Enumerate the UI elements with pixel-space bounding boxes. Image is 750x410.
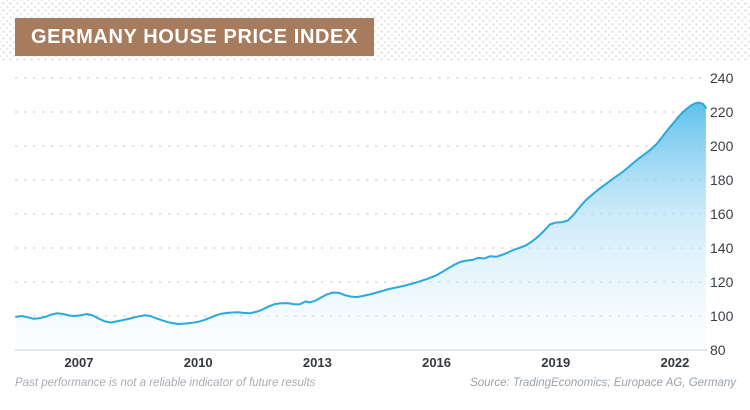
y-tick-label-160: 160 xyxy=(710,206,734,222)
chart-title: GERMANY HOUSE PRICE INDEX xyxy=(31,25,358,48)
disclaimer-text: Past performance is not a reliable indic… xyxy=(15,377,316,389)
x-tick-label-2016: 2016 xyxy=(422,355,452,370)
y-tick-label-180: 180 xyxy=(710,172,734,188)
y-tick-label-240: 240 xyxy=(710,70,734,86)
series-line xyxy=(15,101,707,325)
y-tick-label-100: 100 xyxy=(710,308,734,324)
chart-title-box: GERMANY HOUSE PRICE INDEX xyxy=(15,18,374,56)
x-tick-label-2010: 2010 xyxy=(183,355,213,370)
series-area-fill xyxy=(16,102,706,350)
y-tick-label-220: 220 xyxy=(710,104,734,120)
y-tick-label-120: 120 xyxy=(710,274,734,290)
y-tick-label-80: 80 xyxy=(710,342,726,358)
y-tick-label-140: 140 xyxy=(710,240,734,256)
y-tick-label-200: 200 xyxy=(710,138,734,154)
source-text: Source: TradingEconomics; Europace AG, G… xyxy=(470,377,736,389)
x-tick-label-2022: 2022 xyxy=(660,355,690,370)
x-tick-label-2019: 2019 xyxy=(541,355,571,370)
x-tick-label-2013: 2013 xyxy=(302,355,332,370)
x-tick-label-2007: 2007 xyxy=(64,355,94,370)
